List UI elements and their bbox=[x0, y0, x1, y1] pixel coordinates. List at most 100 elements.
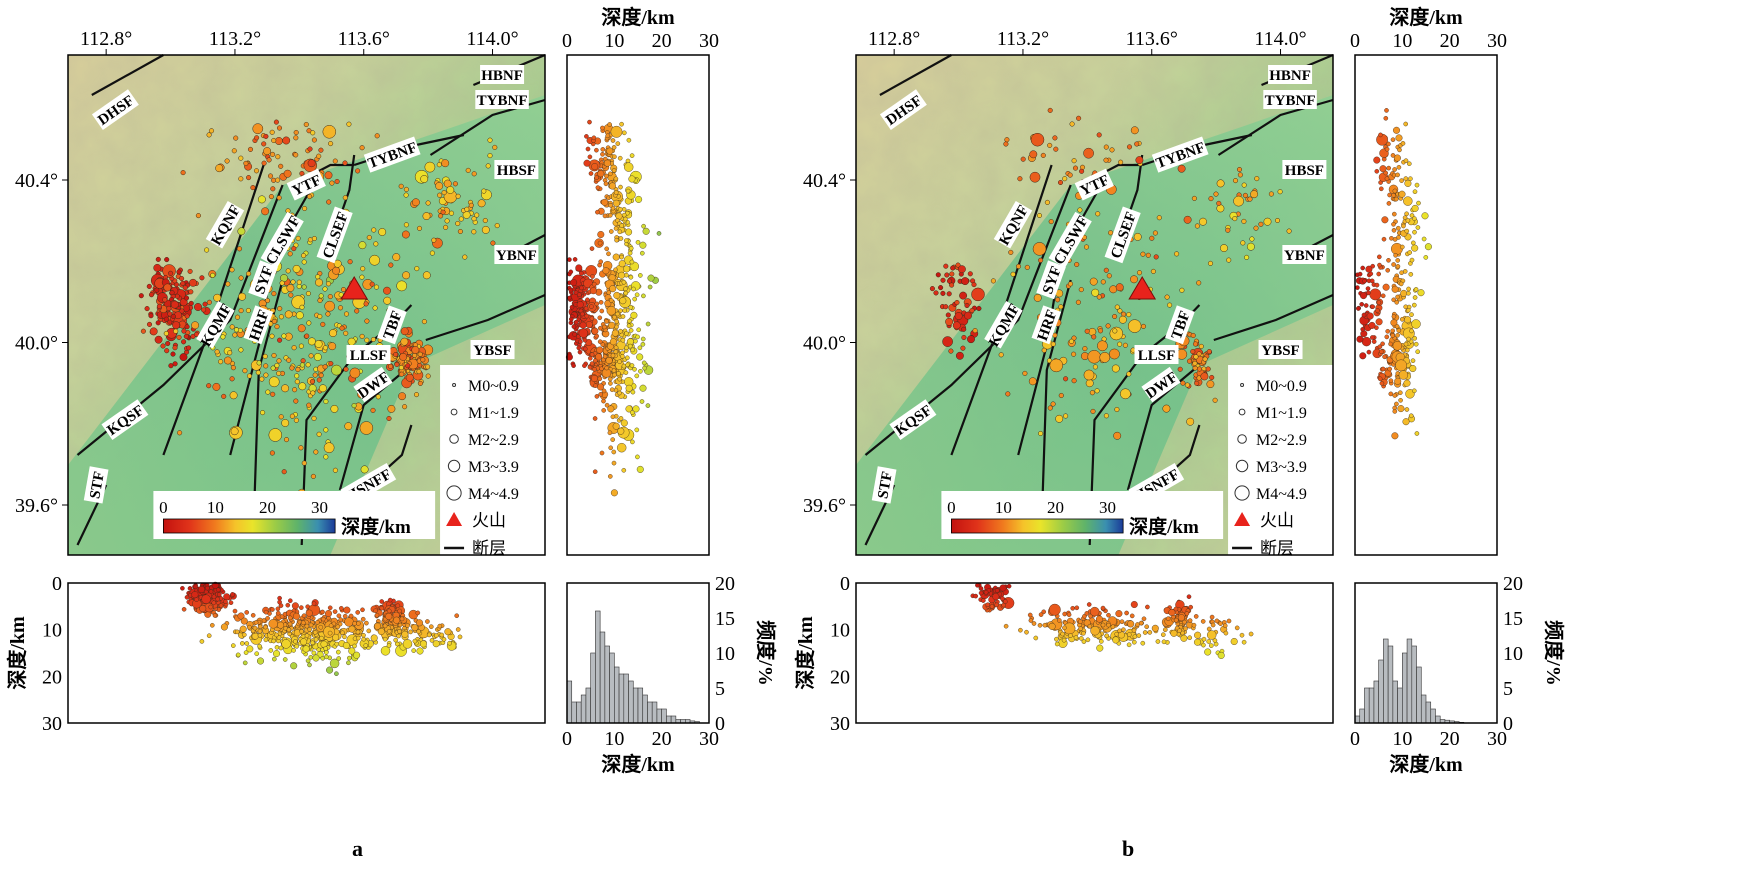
event-marker bbox=[945, 312, 951, 318]
event-marker bbox=[138, 293, 144, 299]
side-event-marker bbox=[597, 383, 605, 391]
event-marker bbox=[424, 161, 436, 173]
event-marker bbox=[1068, 338, 1075, 344]
fault-label-text: YBNF bbox=[496, 248, 537, 264]
side-event-marker bbox=[591, 135, 597, 141]
event-marker bbox=[182, 285, 188, 291]
bottom-event-marker bbox=[254, 651, 260, 657]
event-marker bbox=[1071, 351, 1077, 357]
event-marker bbox=[347, 337, 356, 346]
event-marker bbox=[429, 250, 435, 256]
side-event-marker bbox=[1384, 334, 1390, 340]
side-event-marker bbox=[1400, 244, 1405, 250]
lon-tick-label: 113.6° bbox=[1126, 28, 1178, 50]
event-marker bbox=[229, 324, 235, 330]
event-marker bbox=[474, 212, 480, 218]
bottom-event-marker bbox=[239, 641, 245, 646]
event-marker bbox=[304, 333, 310, 339]
event-marker bbox=[1083, 147, 1094, 159]
bottom-event-marker bbox=[1222, 623, 1228, 629]
fault-label-bg bbox=[480, 65, 525, 84]
side-event-marker bbox=[594, 394, 600, 399]
event-marker bbox=[270, 186, 276, 192]
side-event-marker bbox=[1421, 212, 1429, 220]
bottom-event-marker bbox=[246, 645, 254, 653]
event-marker bbox=[1140, 251, 1146, 257]
side-event-marker bbox=[1384, 108, 1389, 113]
legend-magnitude-label: M4~4.9 bbox=[1256, 486, 1307, 503]
side-event-marker bbox=[641, 293, 646, 299]
event-marker bbox=[955, 262, 961, 268]
bottom-event-marker bbox=[374, 622, 382, 630]
bottom-event-marker bbox=[441, 637, 447, 642]
event-marker bbox=[322, 345, 328, 351]
event-marker bbox=[221, 393, 227, 399]
event-marker bbox=[358, 241, 367, 250]
event-marker bbox=[316, 431, 322, 437]
event-marker bbox=[1055, 414, 1064, 423]
fault-label-bg bbox=[879, 89, 927, 130]
side-event-marker bbox=[1404, 211, 1409, 217]
event-marker bbox=[314, 340, 323, 348]
event-marker bbox=[1194, 380, 1200, 386]
bottom-event-marker bbox=[432, 640, 440, 648]
side-event-marker bbox=[1359, 301, 1364, 307]
event-marker bbox=[199, 275, 205, 281]
side-event-marker bbox=[565, 353, 573, 361]
event-marker bbox=[492, 144, 498, 150]
bottom-frame bbox=[67, 582, 546, 724]
event-marker bbox=[330, 404, 339, 413]
side-event-marker bbox=[594, 333, 600, 339]
hist-bar bbox=[595, 610, 601, 724]
bottom-event-marker bbox=[1078, 626, 1083, 631]
side-event-marker bbox=[621, 467, 627, 473]
event-marker bbox=[935, 272, 941, 278]
event-marker bbox=[950, 265, 956, 271]
event-marker bbox=[1017, 176, 1023, 182]
event-marker bbox=[238, 275, 244, 281]
fault-line bbox=[1126, 364, 1201, 491]
side-event-marker bbox=[1409, 312, 1414, 317]
side-event-marker bbox=[624, 162, 634, 172]
bottom-event-marker bbox=[1129, 613, 1135, 619]
side-event-marker bbox=[1365, 286, 1371, 291]
event-marker bbox=[170, 313, 176, 319]
event-marker bbox=[293, 135, 299, 141]
bottom-event-marker bbox=[978, 586, 984, 591]
side-event-marker bbox=[1396, 235, 1401, 240]
event-marker bbox=[969, 307, 975, 314]
bottom-event-marker bbox=[257, 628, 263, 634]
bottom-event-marker bbox=[994, 602, 1000, 608]
event-marker bbox=[402, 404, 408, 410]
fault-label-bg bbox=[1074, 168, 1114, 201]
side-event-marker bbox=[1404, 228, 1410, 234]
event-marker bbox=[402, 271, 411, 280]
event-marker bbox=[1206, 380, 1215, 389]
event-marker bbox=[245, 307, 251, 314]
bottom-event-marker bbox=[1193, 614, 1199, 619]
bottom-event-marker bbox=[206, 633, 212, 639]
event-marker bbox=[1140, 323, 1147, 329]
side-event-marker bbox=[610, 138, 616, 143]
bottom-event-marker bbox=[243, 650, 249, 655]
event-marker bbox=[318, 147, 324, 153]
event-marker bbox=[328, 342, 337, 351]
bottom-event-marker bbox=[191, 591, 199, 599]
bottom-event-marker bbox=[1239, 632, 1245, 638]
bottom-event-marker bbox=[277, 621, 285, 629]
event-marker bbox=[386, 415, 392, 422]
event-marker bbox=[1216, 179, 1225, 188]
event-marker bbox=[156, 303, 162, 309]
event-marker bbox=[243, 160, 249, 166]
event-marker bbox=[271, 137, 277, 144]
event-marker bbox=[206, 383, 212, 389]
event-marker bbox=[172, 361, 178, 367]
event-marker bbox=[1084, 328, 1090, 334]
bottom-event-marker bbox=[1141, 616, 1147, 622]
event-marker bbox=[173, 328, 179, 334]
fault-label-bg bbox=[1268, 65, 1313, 84]
side-event-marker bbox=[1406, 307, 1411, 313]
bottom-event-marker bbox=[361, 633, 366, 638]
fault-label-bg bbox=[889, 399, 937, 440]
event-marker bbox=[1180, 380, 1186, 386]
